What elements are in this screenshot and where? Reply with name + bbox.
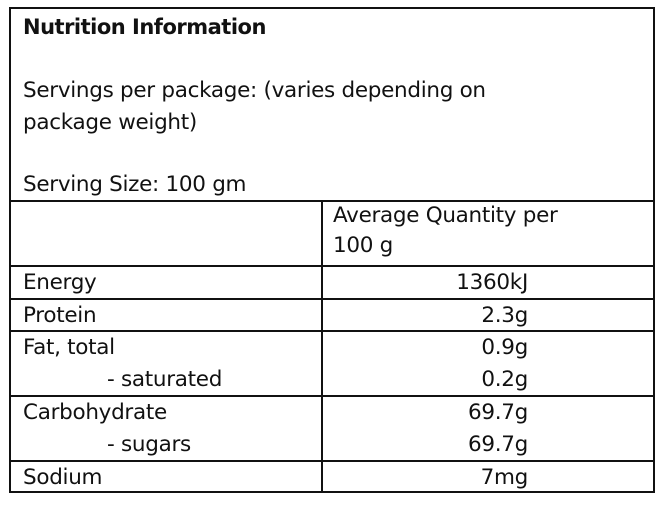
intro-section: Nutrition Information Servings per packa… xyxy=(11,9,653,202)
column-header-line1: Average Quantity per xyxy=(333,203,558,228)
servings-per-package: Servings per package: (varies depending … xyxy=(23,78,486,103)
row-sub-label: - saturated xyxy=(107,367,223,392)
panel-title: Nutrition Information xyxy=(23,15,266,39)
row-sub-value: 0.2g xyxy=(481,367,528,392)
column-divider xyxy=(321,200,323,491)
row-sub-value: 69.7g xyxy=(467,432,528,457)
row-label: Protein xyxy=(23,303,97,328)
row-sub-label: - sugars xyxy=(107,432,191,457)
nutrition-panel: Nutrition Information Servings per packa… xyxy=(9,7,655,493)
serving-size: Serving Size: 100 gm xyxy=(23,172,247,197)
table-row-carbohydrate: Carbohydrate 69.7g - sugars 69.7g xyxy=(11,397,653,462)
row-label: Fat, total xyxy=(23,335,115,360)
column-header-line2: 100 g xyxy=(333,233,394,258)
servings-per-package-cont: package weight) xyxy=(23,110,197,135)
table-row-fat: Fat, total 0.9g - saturated 0.2g xyxy=(11,332,653,397)
table-row-energy: Energy 1360kJ xyxy=(11,267,653,300)
header-row: Average Quantity per 100 g xyxy=(11,200,653,267)
table-row-sodium: Sodium 7mg xyxy=(11,462,653,493)
row-value: 69.7g xyxy=(467,400,528,425)
row-value: 1360kJ xyxy=(456,270,528,295)
row-label: Sodium xyxy=(23,465,103,490)
row-value: 2.3g xyxy=(481,303,528,328)
row-value: 0.9g xyxy=(481,335,528,360)
table-row-protein: Protein 2.3g xyxy=(11,300,653,332)
row-value: 7mg xyxy=(480,465,529,490)
row-label: Energy xyxy=(23,270,97,295)
row-label: Carbohydrate xyxy=(23,400,167,425)
